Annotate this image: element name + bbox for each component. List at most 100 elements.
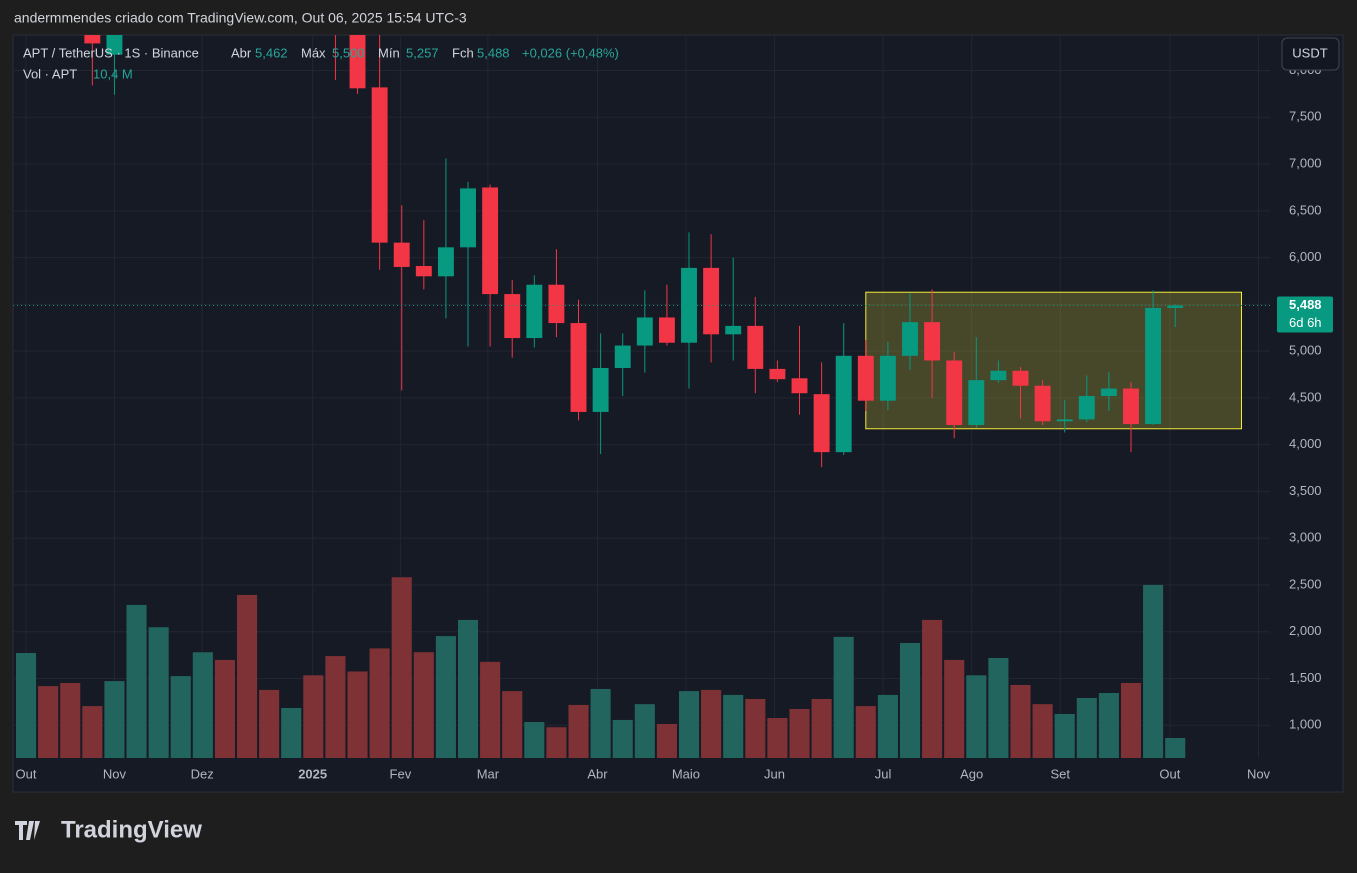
volume-bar [656, 723, 677, 758]
x-tick-label: Nov [103, 766, 127, 781]
y-tick-label: 6,000 [1289, 249, 1322, 264]
x-tick-label: Dez [191, 766, 214, 781]
candle-body [415, 266, 432, 277]
y-tick-label: 7,500 [1289, 109, 1322, 124]
candle-body [371, 87, 388, 243]
volume-bar [590, 688, 611, 758]
volume-bar [745, 698, 766, 758]
open: 5,462 [255, 45, 288, 60]
y-tick-label: 2,500 [1289, 576, 1322, 591]
candle-body [703, 267, 720, 335]
candle-body [1167, 305, 1184, 308]
candle-body [769, 368, 786, 380]
volume-bar [1098, 693, 1119, 758]
last-price-label: 5,488 [1289, 297, 1322, 312]
candle-body [1100, 388, 1117, 397]
x-tick-label: Abr [587, 766, 608, 781]
legend: APT / TetherUS · 1S · Binance Abr 5,462 … [23, 45, 619, 81]
low-label: Mín [378, 45, 400, 60]
volume-bar [236, 594, 258, 758]
volume-bar [214, 659, 235, 758]
volume-bar [480, 661, 501, 758]
candle-body [879, 355, 896, 401]
x-tick-label: Maio [672, 766, 700, 781]
candle-body [1034, 385, 1051, 422]
volume-bar [811, 698, 832, 758]
brand: TradingView [61, 816, 202, 843]
volume-bar [281, 708, 302, 758]
credit: andermmendes criado com TradingView.com,… [14, 10, 467, 26]
volume-bar [877, 694, 898, 758]
volume [15, 577, 1186, 758]
logo: TradingView [15, 816, 202, 843]
candle-body [747, 325, 764, 369]
candle-body [1012, 370, 1029, 386]
candle-body [1078, 396, 1095, 420]
volume-bar [966, 675, 987, 758]
symbol: APT / TetherUS · 1S · Binance [23, 45, 199, 60]
volume-bar [833, 636, 854, 758]
x-tick-label: Ago [960, 766, 983, 781]
volume-bar [789, 708, 810, 758]
volume-bar [435, 636, 456, 758]
y-tick-label: 3,000 [1289, 530, 1322, 545]
candle-body [1123, 388, 1139, 425]
candle-body [482, 187, 499, 295]
x-tick-label: Out [1159, 766, 1180, 781]
candle-body [460, 188, 476, 248]
candle-body [857, 355, 874, 401]
candle-body [84, 35, 101, 44]
countdown: 6d 6h [1289, 315, 1322, 330]
x-tick-label: Mar [477, 766, 500, 781]
volume-bar [347, 671, 368, 758]
volume-bar [944, 659, 965, 758]
volume-bar [1120, 683, 1142, 758]
x-tick-label: Out [16, 766, 37, 781]
volume-bar [192, 652, 213, 758]
y-tick-label: 5,000 [1289, 343, 1322, 358]
candle-body [902, 322, 918, 356]
y-tick-label: 1,500 [1289, 670, 1322, 685]
y-tick-label: 7,000 [1289, 156, 1322, 171]
candle-body [592, 367, 609, 412]
candle-body [393, 242, 410, 267]
candles [13, 35, 1270, 468]
x-tick-label: Set [1051, 766, 1071, 781]
candle-body [504, 294, 521, 339]
candle-body [835, 355, 852, 453]
currency-button[interactable] [1281, 37, 1340, 71]
candle-body [570, 323, 587, 412]
volume-bar [391, 577, 412, 758]
volume-bar [1165, 738, 1186, 758]
volume-label: Vol · APT [23, 66, 77, 81]
volume-bar [1076, 698, 1097, 758]
y-tick-label: 4,000 [1289, 436, 1322, 451]
low: 5,257 [406, 45, 439, 60]
x-tick-label: 2025 [298, 766, 327, 781]
close: 5,488 [477, 45, 510, 60]
candle-body [106, 35, 123, 55]
candle-body [946, 360, 963, 426]
y-tick-label: 3,500 [1289, 483, 1322, 498]
candle-body [437, 247, 454, 277]
axes: 1,000 1,500 2,000 2,500 3,000 3,500 4,000 4,500… [16, 62, 1333, 781]
volume-bar [701, 689, 722, 758]
currency[interactable]: USDT [1292, 45, 1327, 60]
y-tick-label: 4,500 [1289, 389, 1322, 404]
high-label: Máx [301, 45, 326, 60]
volume-bar [259, 689, 280, 758]
volume-bar [524, 722, 545, 758]
volume-bar [15, 653, 37, 758]
volume-bar [170, 676, 191, 758]
box-layer [865, 291, 1242, 430]
volume-bar [148, 627, 169, 758]
volume-bar [104, 681, 125, 758]
candle-body [813, 394, 830, 453]
x-tick-label: Fev [390, 766, 412, 781]
volume-bar [855, 706, 876, 758]
y-tick-label: 6,500 [1289, 202, 1322, 217]
volume-bar [568, 704, 589, 758]
volume-bar [546, 727, 567, 758]
